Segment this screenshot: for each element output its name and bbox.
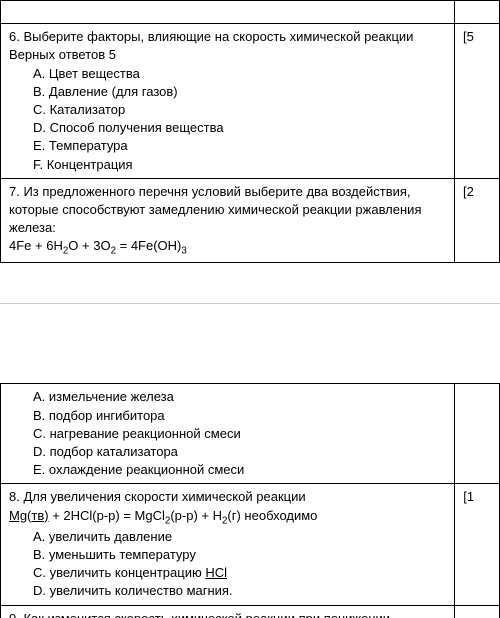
q8-mg: Mg(тв): [9, 508, 49, 523]
q6-opt-c: C. Катализатор: [33, 101, 446, 119]
q6-cell: 6. Выберите факторы, влияющие на скорост…: [1, 24, 455, 179]
q8-prompt-1: 8. Для увеличения скорости химической ре…: [9, 488, 446, 506]
q7b-opt-b: B. подбор ингибитора: [33, 407, 446, 425]
q7-options-list: A. измельчение железа B. подбор ингибито…: [9, 388, 446, 479]
q7b-opt-e: E. охлаждение реакционной смеси: [33, 461, 446, 479]
q7-prompt-2: которые способствуют замедлению химическ…: [9, 201, 446, 219]
q8-opt-b: B. уменьшить температуру: [33, 546, 446, 564]
page-gap: [0, 303, 500, 383]
q6-opt-f: F. Концентрация: [33, 156, 446, 174]
q8-opt-c: C. увеличить концентрацию HCl: [33, 564, 446, 582]
q9-partial: 9. Как изменится скорость химической реа…: [9, 610, 446, 618]
q8-opt-d: D. увеличить количество магния.: [33, 582, 446, 600]
q6-opt-b: B. Давление (для газов): [33, 83, 446, 101]
q9-cell: 9. Как изменится скорость химической реа…: [1, 605, 455, 618]
gap-divider: [0, 303, 500, 304]
q8-opt-a: A. увеличить давление: [33, 528, 446, 546]
q8-options: A. увеличить давление B. уменьшить темпе…: [9, 528, 446, 601]
q7-score: [2: [455, 178, 500, 263]
partial-score-cell: [455, 1, 500, 24]
q7-prompt-1: 7. Из предложенного перечня условий выбе…: [9, 183, 446, 201]
q7b-opt-d: D. подбор катализатора: [33, 443, 446, 461]
q6-options: A. Цвет вещества B. Давление (для газов)…: [9, 65, 446, 174]
q6-prompt-2: Верных ответов 5: [9, 46, 446, 64]
q7-prompt-3: железа:: [9, 219, 446, 237]
bottom-table: A. измельчение железа B. подбор ингибито…: [0, 383, 500, 617]
q7-options-score: [455, 384, 500, 484]
q6-opt-e: E. Температура: [33, 137, 446, 155]
q7-options-cell: A. измельчение железа B. подбор ингибито…: [1, 384, 455, 484]
q7b-opt-c: C. нагревание реакционной смеси: [33, 425, 446, 443]
q6-score: [5: [455, 24, 500, 179]
q6-prompt-1: 6. Выберите факторы, влияющие на скорост…: [9, 28, 446, 46]
q7-cell: 7. Из предложенного перечня условий выбе…: [1, 178, 455, 263]
top-table: Ответ: 1___2___3___4___ 6. Выберите факт…: [0, 0, 500, 263]
q9-score: [455, 605, 500, 618]
q6-opt-d: D. Способ получения вещества: [33, 119, 446, 137]
q6-opt-a: A. Цвет вещества: [33, 65, 446, 83]
q8-hcl: HCl: [205, 565, 227, 580]
q7-equation: 4Fe + 6H2O + 3O2 = 4Fe(OH)3: [9, 237, 446, 258]
q8-score: [1: [455, 484, 500, 605]
q8-cell: 8. Для увеличения скорости химической ре…: [1, 484, 455, 605]
partial-answer-cell: Ответ: 1___2___3___4___: [1, 1, 455, 24]
q8-equation: Mg(тв) + 2HCl(р-р) = MgCl2(р-р) + H2(г) …: [9, 507, 446, 528]
q7b-opt-a: A. измельчение железа: [33, 388, 446, 406]
